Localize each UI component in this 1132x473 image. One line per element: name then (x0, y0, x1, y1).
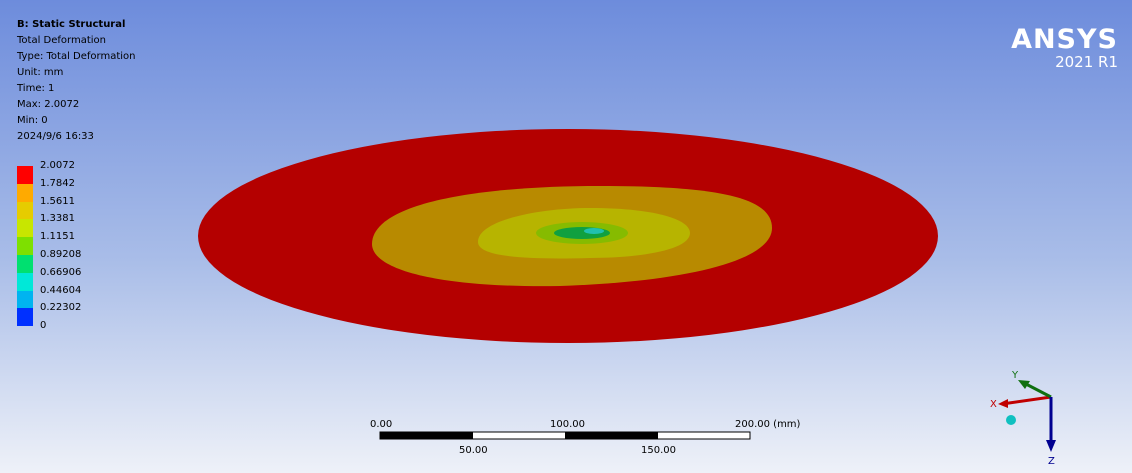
legend-band (17, 201, 33, 220)
triad-y-axis (1023, 381, 1052, 399)
legend-label: 1.7842 (40, 177, 75, 189)
scale-segment (380, 432, 473, 439)
legend-band (17, 219, 33, 238)
triad-label: Z (1048, 456, 1055, 467)
legend-label: 2.0072 (40, 160, 75, 171)
info-line: Max: 2.0072 (17, 99, 80, 110)
info-line: Time: 1 (17, 83, 55, 94)
scale-label: 50.00 (459, 445, 488, 456)
legend-label: 0.66906 (40, 266, 82, 278)
info-line: Min: 0 (17, 115, 48, 126)
contour-cyan (584, 228, 604, 234)
logo-version: 2021 R1 (1055, 53, 1118, 71)
legend-band (17, 255, 33, 273)
legend-label: 0.89208 (40, 249, 82, 260)
scale-label: 0.00 (370, 419, 392, 430)
info-line: Unit: mm (17, 67, 64, 78)
legend-band (17, 183, 33, 202)
legend-label: 1.1151 (40, 231, 75, 243)
legend-band (17, 308, 33, 327)
legend-band (17, 290, 33, 309)
scale-segment (565, 432, 658, 439)
legend-label: 0.22302 (40, 302, 82, 314)
legend-band (17, 166, 33, 184)
result-title: B: Static Structural (17, 19, 126, 30)
triad-arrow (1018, 380, 1030, 389)
scale-label: 100.00 (550, 419, 585, 430)
contour-green (554, 227, 610, 239)
info-line: Total Deformation (17, 35, 106, 46)
scale-label: 150.00 (641, 445, 676, 456)
result-info: B: Static Structural Total Deformation T… (17, 17, 136, 145)
legend-band (17, 272, 33, 291)
triad-x-axis (1001, 395, 1052, 406)
triad-label: X (990, 399, 997, 410)
legend-label: 1.5611 (40, 195, 75, 207)
logo: ANSYS 2021 R1 (1011, 24, 1118, 71)
legend-label: 0.44604 (40, 284, 82, 296)
scale-label: 200.00 (mm) (735, 419, 801, 430)
triad-arrow (1046, 440, 1056, 452)
legend-label: 1.3381 (40, 213, 75, 225)
info-line: Type: Total Deformation (17, 51, 136, 62)
triad-origin (1006, 415, 1016, 425)
triad-arrow (998, 399, 1008, 408)
legend-label: 0 (40, 320, 47, 332)
info-line: 2024/9/6 16:33 (17, 131, 94, 142)
logo-brand: ANSYS (1011, 24, 1118, 55)
legend-band (17, 237, 33, 255)
triad-label: Y (1011, 370, 1019, 381)
